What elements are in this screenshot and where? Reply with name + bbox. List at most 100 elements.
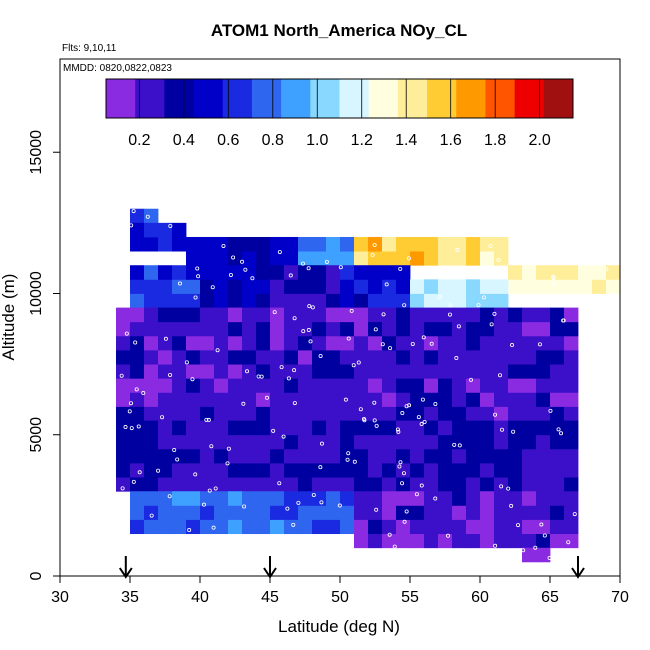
heatmap-cell: [130, 321, 145, 337]
sample-point: [318, 465, 323, 470]
heatmap-cell: [214, 505, 229, 520]
heatmap-cell: [438, 462, 453, 478]
sample-point: [372, 243, 377, 248]
heatmap-cell: [270, 491, 285, 506]
heatmap-cell: [172, 505, 187, 520]
sample-point: [551, 281, 556, 286]
heatmap-cell: [382, 364, 397, 379]
heatmap-cell: [172, 364, 187, 379]
heatmap-cell: [130, 236, 145, 252]
chart-title: ATOM1 North_America NOy_CL: [211, 21, 467, 40]
heatmap-cell: [592, 265, 607, 280]
heatmap-cell: [242, 307, 257, 323]
heatmap-cell: [312, 265, 327, 280]
heatmap-cell: [298, 236, 313, 252]
sample-point: [119, 373, 124, 378]
sample-point: [172, 448, 177, 453]
heatmap-cell: [228, 335, 243, 351]
heatmap-cell: [158, 406, 173, 422]
heatmap-cell: [144, 307, 159, 323]
heatmap-cell: [340, 378, 355, 393]
heatmap-cell: [354, 265, 369, 280]
sample-point: [345, 457, 350, 462]
heatmap-cell: [606, 279, 621, 294]
heatmap-cell: [228, 293, 243, 309]
y-axis-label: Altitude (m): [0, 274, 18, 361]
heatmap-cell: [116, 378, 131, 393]
heatmap-cell: [270, 364, 285, 379]
colorbar-swatch: [193, 79, 224, 118]
heatmap-cell: [242, 491, 257, 506]
colorbar-tick-label: 1.2: [351, 132, 373, 149]
heatmap-cell: [284, 434, 299, 450]
heatmap-cell: [494, 307, 509, 323]
heatmap-cell: [144, 208, 159, 224]
heatmap-cell: [270, 519, 285, 535]
colorbar-swatch: [456, 79, 486, 118]
sample-point: [129, 223, 134, 228]
heatmap-cell: [536, 505, 551, 520]
sample-point: [133, 340, 138, 345]
sample-point: [145, 214, 150, 219]
colorbar-tick-label: 0.8: [262, 132, 284, 149]
y-tick-label: 15000: [28, 130, 45, 175]
heatmap-cell: [466, 491, 481, 506]
sample-point: [374, 423, 379, 428]
sample-point: [195, 266, 200, 271]
heatmap-cell: [298, 335, 313, 351]
heatmap-cell: [144, 519, 159, 535]
colorbar-swatch: [397, 79, 428, 118]
heatmap-cell: [466, 448, 481, 464]
heatmap-cell: [382, 462, 397, 478]
heatmap-cell: [172, 477, 187, 492]
heatmap-cell: [536, 519, 551, 535]
heatmap-cell: [466, 434, 481, 450]
sample-point: [406, 256, 411, 261]
heatmap-cell: [130, 420, 145, 436]
heatmap-cell: [368, 420, 383, 436]
heatmap-cell: [242, 420, 257, 436]
sample-point: [168, 223, 173, 228]
heatmap-cell: [214, 406, 229, 422]
heatmap-cell: [550, 491, 565, 506]
heatmap-cell: [494, 505, 509, 520]
y-tick-label: 10000: [28, 271, 45, 316]
heatmap-cell: [466, 251, 481, 266]
sample-point: [160, 415, 165, 420]
heatmap-cell: [522, 462, 537, 478]
heatmap-cell: [494, 251, 509, 266]
heatmap-cell: [172, 434, 187, 450]
heatmap-cell: [312, 434, 327, 450]
heatmap-cell: [200, 477, 215, 492]
heatmap-cell: [284, 477, 299, 492]
sample-points: [119, 209, 609, 561]
heatmap-cell: [354, 293, 369, 309]
heatmap-cell: [396, 279, 411, 294]
heatmap-cell: [144, 335, 159, 351]
heatmap-cell: [494, 491, 509, 506]
heatmap-cell: [382, 349, 397, 365]
sample-point: [511, 429, 516, 434]
heatmap-cell: [256, 251, 271, 266]
colorbar-swatch: [164, 79, 195, 118]
heatmap-cell: [508, 420, 523, 436]
sample-point: [310, 305, 315, 310]
heatmap-cell: [200, 519, 215, 535]
heatmap-cell: [424, 448, 439, 464]
heatmap-cell: [382, 477, 397, 492]
colorbar-swatch: [485, 79, 516, 118]
heatmap-cell: [368, 392, 383, 407]
heatmap-cell: [550, 364, 565, 379]
heatmap-cell: [256, 378, 271, 393]
heatmap-cell: [452, 392, 467, 407]
heatmap-cell: [466, 307, 481, 323]
heatmap-cell: [270, 265, 285, 280]
heatmap-cell: [494, 236, 509, 252]
heatmap-cell: [186, 364, 201, 379]
heatmap-cell: [158, 448, 173, 464]
heatmap-cell: [172, 448, 187, 464]
heatmap-cell: [494, 448, 509, 464]
heatmap-cell: [130, 477, 145, 492]
heatmap-cell: [382, 533, 397, 549]
heatmap-cell: [368, 519, 383, 535]
